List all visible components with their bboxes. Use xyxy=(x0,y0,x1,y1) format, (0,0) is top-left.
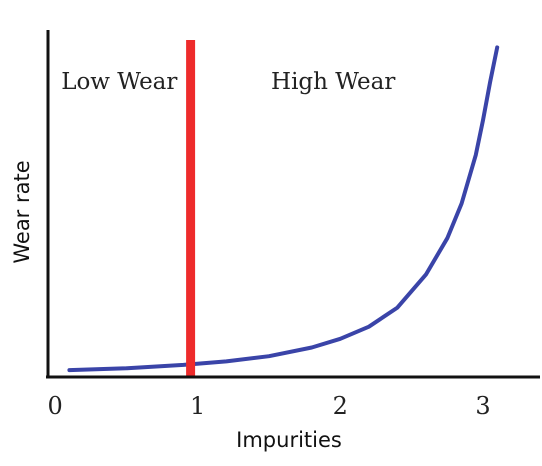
wear-curve-series-0 xyxy=(67,45,500,373)
high-wear-label: High Wear xyxy=(271,69,395,95)
low-wear-label: Low Wear xyxy=(61,69,177,95)
x-tick-label-1: 1 xyxy=(190,392,205,420)
y-axis-title: Wear rate xyxy=(10,160,34,263)
x-tick-labels: 0 1 2 3 xyxy=(47,392,490,420)
x-tick-label-3: 3 xyxy=(475,392,490,420)
x-tick-label-0: 0 xyxy=(47,392,62,420)
x-tick-label-2: 2 xyxy=(333,392,348,420)
plot-area: Low Wear High Wear xyxy=(61,40,500,377)
x-axis-title: Impurities xyxy=(236,428,342,452)
threshold-line xyxy=(186,40,196,377)
